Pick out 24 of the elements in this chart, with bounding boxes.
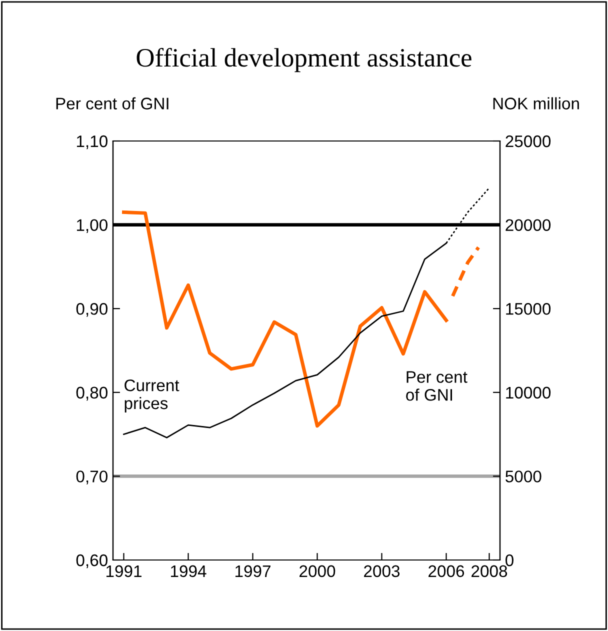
y2-tick-label: 20000 [506,219,551,232]
x-tick-label: 2006 [428,565,464,578]
y-tick-label: 0,90 [76,303,108,317]
y-tick-label: 0,70 [76,470,108,484]
y2-tick-label: 5000 [506,470,542,482]
chart-title: Official development assistance [136,48,472,72]
x-tick-label: 1991 [106,565,142,578]
y-tick-label: 1,10 [76,135,108,150]
y2-tick-label: 15000 [506,303,551,315]
series-label: Current prices [124,379,180,413]
y2-tick-label: 10000 [506,386,551,399]
x-tick-label: 2008 [472,565,508,578]
x-tick-label: 2003 [364,565,400,578]
x-tick-label: 1997 [235,565,270,578]
x-tick-label: 1994 [170,565,206,578]
series-label: Per cent of GNI [406,371,468,401]
y-tick-label: 1,00 [76,219,108,233]
y2-axis-title: NOK million [493,97,579,110]
y2-tick-label: 0 [506,554,514,566]
y-axis-title: Per cent of GNI [56,97,168,110]
y-tick-label: 0,60 [76,554,108,568]
y-tick-label: 0,80 [76,386,108,401]
y2-tick-label: 25000 [506,135,551,148]
x-tick-label: 2000 [300,565,336,578]
